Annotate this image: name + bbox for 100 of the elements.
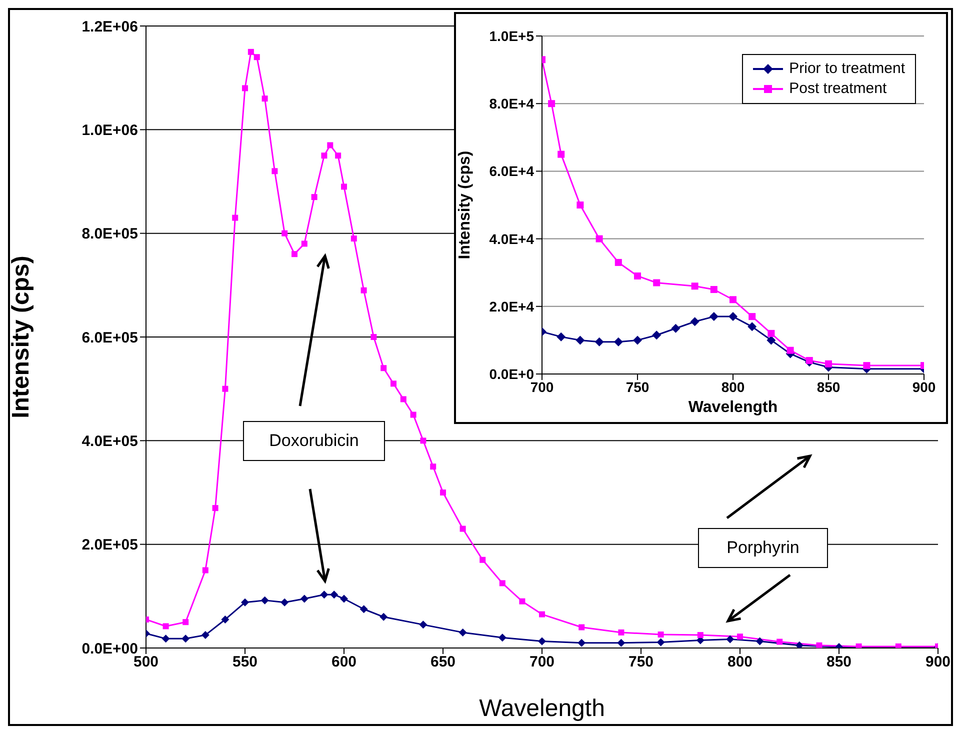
x-tick-label: 800 [727, 654, 753, 671]
y-tick-label: 2.0E+05 [82, 536, 138, 554]
point [301, 240, 308, 247]
point [201, 631, 210, 640]
point [633, 336, 642, 345]
x-tick-label: 800 [721, 378, 745, 395]
point [430, 464, 436, 470]
point [656, 638, 665, 646]
point [350, 236, 357, 242]
point [690, 317, 700, 326]
point [330, 590, 338, 599]
point [321, 152, 328, 159]
y-tick-label: 4.0E+4 [489, 230, 534, 247]
text-box: Doxorubicin [243, 421, 385, 461]
x-axis-title: Wavelength [479, 695, 605, 722]
point [576, 336, 585, 345]
point [380, 365, 387, 372]
point [340, 594, 348, 603]
y-tick-label: 8.0E+05 [82, 226, 138, 243]
point [578, 638, 586, 647]
point [360, 605, 368, 614]
point [480, 556, 486, 563]
point [248, 48, 254, 55]
point [254, 54, 260, 60]
point [825, 360, 832, 368]
point [766, 336, 776, 345]
point [335, 152, 342, 159]
point [653, 279, 660, 286]
point [320, 590, 328, 599]
point [806, 356, 813, 364]
point [390, 380, 396, 387]
x-tick-label: 700 [529, 654, 555, 671]
text-box: Porphyrin [698, 528, 828, 568]
point [221, 615, 230, 624]
point [728, 312, 738, 322]
y-tick-label: 1.0E+5 [489, 28, 534, 44]
point [360, 287, 367, 294]
y-tick-label: 8.0E+4 [489, 96, 534, 112]
legend-label: Post treatment [789, 79, 887, 99]
point [756, 637, 764, 646]
x-tick-label: 750 [626, 378, 650, 395]
point [460, 526, 466, 532]
point [519, 598, 526, 604]
point [202, 567, 208, 574]
point [556, 332, 566, 342]
point [576, 202, 584, 208]
point [748, 322, 757, 332]
point [863, 362, 870, 370]
point [786, 346, 794, 354]
y-axis-title: Intensity (cps) [8, 256, 35, 418]
y-tick-label: 2.0E+4 [489, 298, 534, 314]
point [768, 330, 775, 337]
x-tick-label: 650 [430, 654, 456, 671]
point [634, 272, 641, 280]
point [895, 643, 902, 648]
point [458, 628, 467, 636]
point [400, 396, 406, 402]
point [498, 634, 506, 642]
y-tick-label: 6.0E+4 [489, 163, 534, 180]
x-tick-label: 850 [826, 654, 852, 671]
point [671, 324, 680, 333]
point [730, 296, 736, 304]
point [539, 611, 545, 618]
point [652, 330, 662, 340]
point [499, 580, 506, 586]
point [795, 641, 804, 648]
point [691, 282, 698, 290]
point [440, 490, 446, 496]
point [548, 100, 556, 108]
point [242, 85, 248, 92]
point [327, 142, 334, 148]
point [856, 643, 862, 648]
legend-label: Prior to treatment [789, 59, 905, 79]
point [737, 634, 743, 640]
x-tick-label: 900 [912, 378, 936, 395]
point [710, 286, 718, 293]
point [162, 634, 170, 643]
x-axis-title: Wavelength [688, 399, 778, 416]
point [419, 620, 428, 629]
x-tick-label: 750 [628, 654, 654, 671]
x-tick-label: 550 [232, 654, 258, 671]
point [594, 337, 604, 346]
y-tick-label: 1.0E+06 [82, 122, 138, 139]
x-tick-label: 900 [925, 654, 951, 671]
point [748, 313, 756, 320]
point [538, 637, 546, 646]
point [232, 214, 238, 221]
y-tick-label: 1.2E+06 [82, 18, 138, 36]
point [341, 184, 347, 190]
point [617, 638, 626, 647]
point [380, 612, 388, 621]
point [420, 438, 426, 444]
point [222, 386, 228, 392]
point [709, 312, 718, 322]
point [697, 632, 704, 638]
point [614, 258, 622, 266]
point [280, 598, 289, 606]
point [282, 230, 288, 236]
point [212, 505, 218, 512]
y-tick-label: 4.0E+05 [82, 432, 138, 450]
